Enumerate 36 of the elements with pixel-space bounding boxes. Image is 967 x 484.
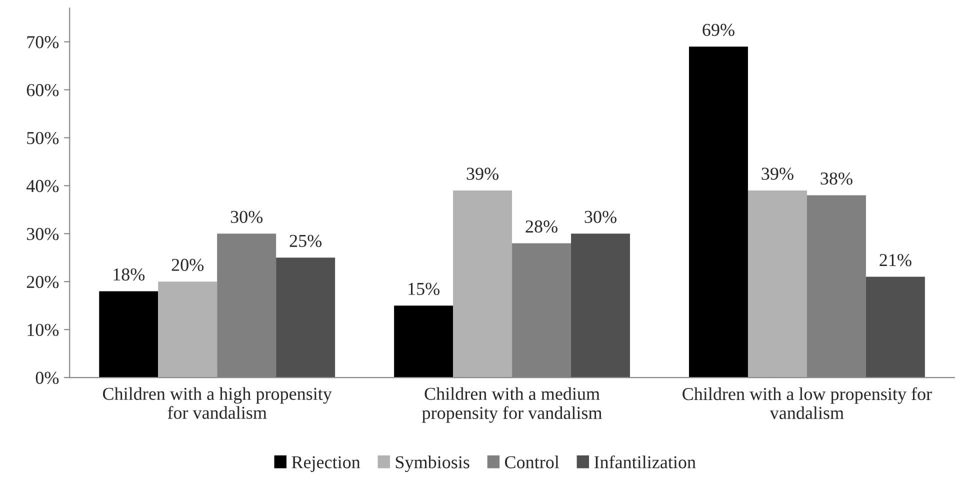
data-label: 21% bbox=[880, 254, 912, 266]
y-tick-label: 60% bbox=[26, 84, 59, 96]
bar bbox=[866, 276, 925, 378]
x-tick-label: Children with a medium propensity for vandalism bbox=[422, 387, 602, 423]
bar bbox=[276, 258, 336, 378]
bar bbox=[158, 282, 218, 378]
legend-label: Symbiosis bbox=[396, 456, 470, 472]
bar bbox=[453, 190, 512, 378]
data-label: 20% bbox=[172, 258, 204, 272]
data-label: 15% bbox=[408, 282, 440, 296]
legend-label: Rejection bbox=[292, 456, 360, 472]
data-label: 39% bbox=[762, 168, 794, 180]
data-label: 30% bbox=[584, 210, 616, 224]
data-label: 30% bbox=[230, 210, 263, 224]
y-tick-label: 70% bbox=[27, 36, 59, 48]
y-tick-label: 0% bbox=[36, 372, 59, 384]
legend-label: Control bbox=[505, 456, 560, 468]
y-tick-label: 50% bbox=[27, 132, 59, 144]
legend-label: Infantilization bbox=[594, 455, 696, 468]
data-label: 38% bbox=[820, 172, 852, 185]
x-tick-label: Children with a low propensity for vandalism bbox=[682, 387, 932, 420]
y-tick-label: 30% bbox=[26, 228, 59, 240]
bar bbox=[99, 291, 158, 378]
x-tick-label: Children with a high propensity for vandalism bbox=[102, 387, 332, 419]
y-tick-label: 40% bbox=[26, 180, 59, 192]
data-label: 28% bbox=[526, 220, 558, 233]
bar bbox=[748, 190, 807, 378]
y-tick-label: 20% bbox=[26, 276, 59, 288]
data-label: 39% bbox=[466, 168, 498, 180]
data-label: 69% bbox=[702, 24, 734, 36]
data-label: 18% bbox=[114, 268, 145, 281]
data-label: 25% bbox=[290, 234, 322, 248]
bar bbox=[688, 46, 748, 378]
y-tick-label: 10% bbox=[28, 324, 59, 336]
bar bbox=[571, 234, 630, 378]
bar bbox=[394, 306, 454, 378]
